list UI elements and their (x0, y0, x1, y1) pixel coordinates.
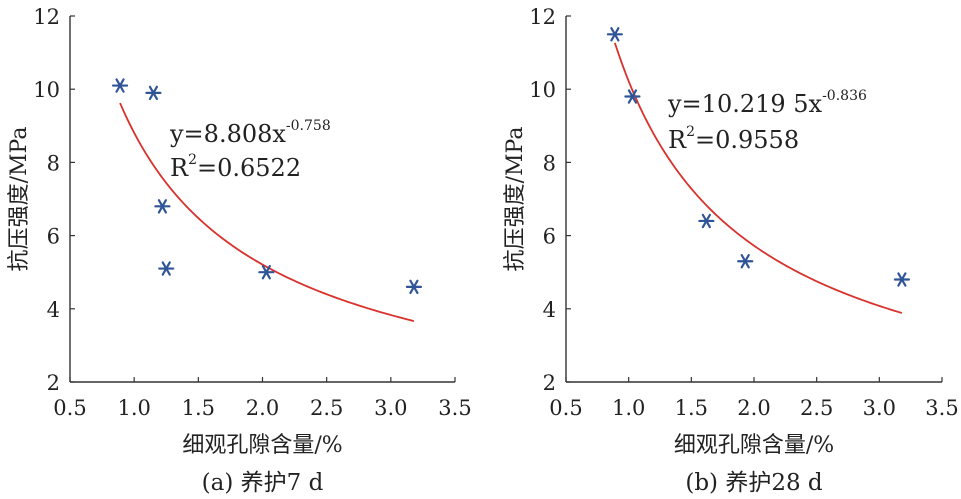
y-tick-label: 2 (543, 371, 556, 395)
x-tick-label: 3.5 (438, 396, 471, 420)
y-tick-label: 8 (543, 151, 556, 175)
fit-r-squared: R2=0.6522 (170, 152, 301, 182)
y-tick-label: 8 (47, 151, 60, 175)
data-point-marker (158, 261, 175, 276)
y-axis-title: 抗压强度/MPa (503, 127, 528, 272)
marker-stroke (610, 27, 620, 42)
r-squared-value: =0.9558 (695, 126, 799, 154)
x-axis-title: 细观孔隙含量/% (674, 433, 834, 458)
x-tick-label: 1.0 (612, 396, 645, 420)
y-tick-label: 10 (529, 78, 556, 102)
fit-equation-exponent: -0.758 (286, 118, 331, 134)
marker-stroke (157, 199, 167, 214)
fit-curve (119, 102, 415, 322)
marker-stroke (409, 279, 419, 295)
data-point-marker (145, 85, 162, 101)
y-axis-title: 抗压强度/MPa (7, 127, 32, 272)
x-tick-label: 2.5 (800, 396, 833, 420)
r-squared-superscript: 2 (188, 152, 197, 168)
x-tick-label: 0.5 (549, 396, 582, 420)
y-tick-label: 12 (33, 5, 60, 29)
panel-caption: (a) 养护7 d (202, 470, 324, 496)
x-tick-label: 3.0 (863, 396, 896, 420)
y-tick-label: 4 (47, 298, 60, 322)
chart-panel-a: 0.5 1.0 1.5 2.0 2.5 3.0 3.5 2 4 6 8 10 12 细观孔隙含量/% 抗压强… (7, 5, 472, 496)
y-tick-label: 2 (47, 371, 60, 395)
data-point-marker (606, 27, 623, 42)
r-squared-symbol: R (668, 126, 687, 154)
fit-curve (614, 42, 903, 314)
chart-panel-b: 0.5 1.0 1.5 2.0 2.5 3.0 3.5 2 4 6 8 10 12 细观孔隙含量/% 抗压强… (503, 5, 959, 496)
y-tick-label: 6 (543, 225, 556, 249)
data-point-marker (624, 89, 641, 104)
x-tick-label: 2.0 (737, 396, 770, 420)
marker-stroke (161, 261, 171, 276)
data-point-marker (154, 199, 171, 214)
marker-stroke (627, 89, 638, 104)
data-point-marker (893, 272, 910, 287)
data-point-marker (737, 254, 754, 269)
fit-equation: y=8.808x-0.758 (169, 118, 331, 148)
marker-stroke (897, 272, 907, 287)
y-tick-label: 12 (529, 5, 556, 29)
data-point-marker (111, 78, 129, 93)
marker-stroke (148, 85, 159, 101)
data-point-marker (698, 213, 715, 229)
x-tick-label: 1.0 (117, 396, 150, 420)
x-tick-label: 3.5 (925, 396, 958, 420)
x-tick-label: 1.5 (182, 396, 215, 420)
fit-equation: y=10.219 5x-0.836 (667, 88, 867, 118)
data-point-marker (405, 279, 423, 295)
data-point-marker (258, 265, 275, 280)
x-tick-label: 0.5 (53, 396, 86, 420)
marker-stroke (740, 254, 750, 269)
y-tick-label: 4 (543, 298, 556, 322)
x-axis-title: 细观孔隙含量/% (182, 433, 342, 458)
x-tick-label: 2.0 (246, 396, 279, 420)
fit-equation-base: y=8.808x (169, 120, 286, 148)
r-squared-symbol: R (170, 154, 189, 182)
x-tick-label: 3.0 (374, 396, 407, 420)
x-tick-label: 1.5 (675, 396, 708, 420)
y-tick-label: 10 (33, 78, 60, 102)
marker-stroke (115, 78, 125, 93)
marker-stroke (261, 265, 271, 280)
y-tick-label: 6 (47, 225, 60, 249)
x-tick-label: 2.5 (310, 396, 343, 420)
fit-equation-exponent: -0.836 (822, 88, 867, 104)
panel-caption: (b) 养护28 d (685, 470, 823, 496)
r-squared-superscript: 2 (686, 124, 695, 140)
r-squared-value: =0.6522 (197, 154, 301, 182)
fit-r-squared: R2=0.9558 (668, 124, 799, 154)
fit-equation-base: y=10.219 5x (667, 90, 823, 118)
marker-stroke (701, 213, 711, 229)
